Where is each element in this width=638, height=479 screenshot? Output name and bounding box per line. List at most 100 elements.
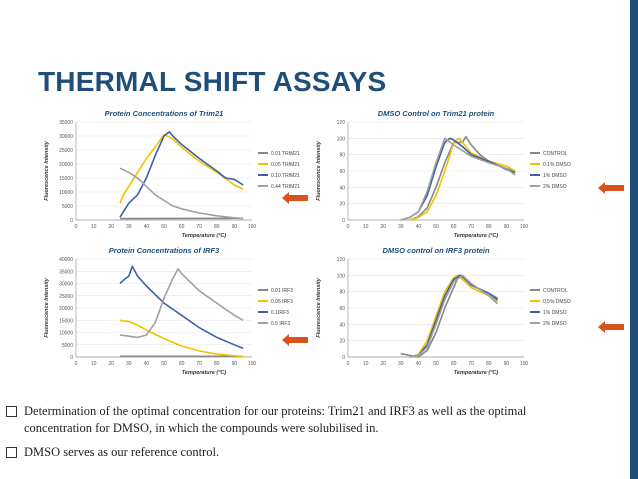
chart-trim21-svg: Protein Concentrations of Trim2105000100…: [44, 109, 300, 239]
x-tick-label: 40: [144, 224, 150, 230]
y-tick-label: 0: [70, 218, 73, 224]
checkbox-bullet-icon: [6, 406, 17, 417]
arrow-left-icon: [598, 321, 624, 333]
x-tick-label: 60: [451, 224, 457, 230]
y-tick-label: 5000: [62, 204, 73, 210]
series-line: [119, 131, 244, 218]
chart-dmso-trim21: DMSO Control on Trim21 protein 0 20 40 60 80 1…: [312, 108, 582, 248]
legend-label: 0.10 TRIM21: [271, 173, 300, 179]
y-axis-label: Fluorescence Intensity: [44, 277, 50, 338]
checkbox-bullet-icon: [6, 447, 17, 458]
y-tick-label: 25000: [59, 294, 73, 300]
y-tick-label: 15000: [59, 176, 73, 182]
series-line: [400, 137, 516, 221]
y-tick-label: 20000: [59, 162, 73, 168]
chart-title: DMSO Control on Trim21 protein: [378, 109, 495, 118]
chart-trim21-concentration: Protein Concentrations of Trim21 0 5000 100…: [40, 108, 310, 248]
legend-label: 0.5 IRF3: [271, 321, 290, 327]
y-tick-label: 40: [339, 322, 345, 328]
series-line: [409, 274, 499, 358]
series-line: [400, 137, 516, 221]
y-tick-label: 35000: [59, 269, 73, 275]
series-line: [119, 167, 244, 220]
legend-label: 1% DMSO: [543, 310, 567, 316]
x-axis-label: Temperature (°C): [454, 370, 499, 376]
bullet-item: DMSO serves as our reference control.: [4, 444, 594, 461]
slide-right-bar: [630, 0, 638, 479]
y-tick-label: 20: [339, 339, 345, 345]
x-tick-label: 10: [91, 361, 97, 367]
y-axis-label: Fluorescence Intensity: [316, 140, 322, 201]
x-tick-label: 0: [75, 361, 78, 367]
x-tick-label: 100: [248, 224, 257, 230]
y-tick-label: 40000: [59, 257, 73, 263]
x-tick-label: 80: [486, 224, 492, 230]
legend-label: 0.05 IRF3: [271, 299, 293, 305]
y-tick-label: 0: [342, 218, 345, 224]
y-tick-label: 20: [339, 202, 345, 208]
y-tick-label: 0: [342, 355, 345, 361]
arrow-left-icon: [282, 192, 308, 204]
legend-label: 0.1% DMSO: [543, 162, 571, 168]
y-tick-label: 60: [339, 306, 345, 312]
series-line: [119, 265, 244, 350]
chart-title: DMSO control on IRF3 protein: [382, 246, 489, 255]
x-tick-label: 40: [416, 224, 422, 230]
x-tick-label: 80: [486, 361, 492, 367]
x-tick-label: 50: [433, 361, 439, 367]
legend-label: 0.01 TRIM21: [271, 151, 300, 157]
bullet-text: DMSO serves as our reference control.: [24, 445, 220, 459]
y-tick-label: 5000: [62, 343, 73, 349]
x-tick-label: 80: [214, 361, 220, 367]
y-axis-label: Fluorescence Intensity: [316, 277, 322, 338]
x-tick-label: 100: [520, 224, 529, 230]
series-line: [409, 135, 516, 221]
legend-label: 2% DMSO: [543, 321, 567, 327]
series-line: [119, 268, 244, 339]
x-tick-label: 0: [75, 224, 78, 230]
y-tick-label: 30000: [59, 282, 73, 288]
x-tick-label: 70: [468, 361, 474, 367]
x-axis-label: Temperature (°C): [182, 370, 227, 376]
x-tick-label: 70: [468, 224, 474, 230]
x-tick-label: 50: [161, 224, 167, 230]
x-tick-label: 0: [347, 361, 350, 367]
x-tick-label: 0: [347, 224, 350, 230]
x-tick-label: 30: [398, 361, 404, 367]
y-tick-label: 20000: [59, 306, 73, 312]
x-tick-label: 90: [232, 224, 238, 230]
x-tick-label: 30: [398, 224, 404, 230]
legend-label: 2% DMSO: [543, 184, 567, 190]
y-tick-label: 100: [337, 136, 346, 142]
x-tick-label: 20: [380, 224, 386, 230]
bullet-item: Determination of the optimal concentrati…: [4, 403, 594, 437]
y-tick-label: 0: [70, 355, 73, 361]
legend-label: 0.05 TRIM21: [271, 162, 300, 168]
chart-dmso-irf3: DMSO control on IRF3 protein 0 20 40 60 80 100…: [312, 245, 582, 385]
chart-dmso-trim21-svg: DMSO Control on Trim21 protein 0 20 40 60 80 1…: [316, 109, 571, 239]
y-tick-label: 120: [337, 257, 346, 263]
arrow-left-icon: [598, 182, 624, 194]
x-tick-label: 100: [520, 361, 529, 367]
y-tick-label: 35000: [59, 120, 73, 126]
x-tick-label: 20: [108, 361, 114, 367]
y-tick-label: 15000: [59, 318, 73, 324]
x-tick-label: 30: [126, 361, 132, 367]
x-tick-label: 50: [161, 361, 167, 367]
y-tick-label: 40: [339, 185, 345, 191]
x-tick-label: 90: [504, 224, 510, 230]
legend-label: CONTROL: [543, 151, 568, 157]
chart-irf3-concentration: Protein Concentrations of IRF3 0 5000 10000…: [40, 245, 310, 385]
x-tick-label: 50: [433, 224, 439, 230]
y-tick-label: 30000: [59, 134, 73, 140]
y-axis-label: Fluorescence Intensity: [44, 140, 50, 201]
bullet-text: Determination of the optimal concentrati…: [24, 404, 527, 435]
x-axis-label: Temperature (°C): [182, 233, 227, 239]
chart-irf3-svg: Protein Concentrations of IRF30500010000…: [44, 246, 293, 376]
x-tick-label: 10: [363, 361, 369, 367]
legend-label: 1% DMSO: [543, 173, 567, 179]
x-tick-label: 60: [451, 361, 457, 367]
x-tick-label: 40: [416, 361, 422, 367]
x-tick-label: 10: [363, 224, 369, 230]
x-tick-label: 80: [214, 224, 220, 230]
